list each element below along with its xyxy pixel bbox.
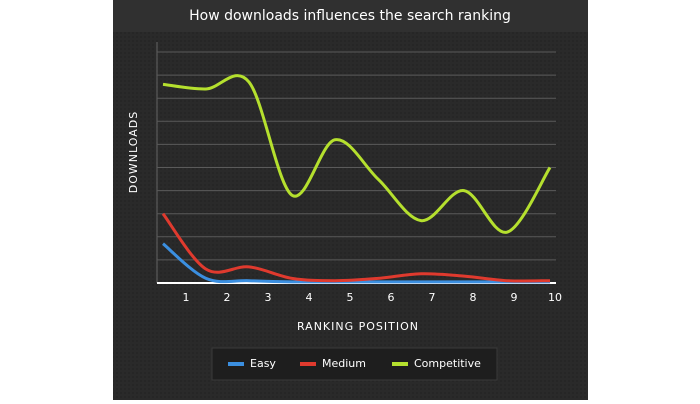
x-tick-label: 3	[265, 291, 272, 304]
legend-label: Easy	[250, 357, 276, 370]
legend	[211, 347, 498, 381]
line	[162, 74, 552, 234]
panel	[113, 0, 588, 400]
title-bar	[113, 0, 588, 32]
x-tick-label: 2	[224, 291, 231, 304]
line	[161, 212, 551, 283]
x-tick-label: 9	[511, 291, 518, 304]
chart-title: How downloads influences the search rank…	[189, 8, 511, 24]
x-tick-label: 10	[548, 291, 562, 304]
x-tick-label: 6	[388, 291, 395, 304]
x-axis-label: RANKING POSITION	[297, 320, 419, 333]
x-tick-label: 5	[347, 291, 354, 304]
x-tick-label: 7	[429, 291, 436, 304]
line	[162, 242, 550, 284]
legend-label: Medium	[322, 357, 366, 370]
legend-label: Competitive	[414, 357, 481, 370]
y-axis-label: DOWNLOADS	[127, 111, 140, 193]
x-tick-label: 1	[183, 291, 190, 304]
x-tick-label: 8	[470, 291, 477, 304]
x-tick-label: 4	[306, 291, 313, 304]
